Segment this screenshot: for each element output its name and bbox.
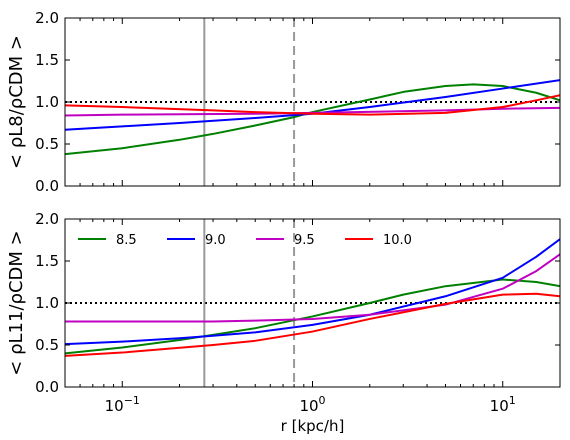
series-line-1 xyxy=(65,79,560,131)
y-tick-label: 0.5 xyxy=(35,135,59,153)
x-tick-base: 10 xyxy=(105,397,124,415)
legend-label-3: 10.0 xyxy=(383,233,412,248)
x-tick-exponent: −1 xyxy=(124,394,140,407)
x-tick-base: 10 xyxy=(299,397,318,415)
x-tick-exponent: 0 xyxy=(319,394,326,407)
x-tick-label: 101 xyxy=(490,394,516,415)
y-axis-label: < ρL8/ρCDM > xyxy=(6,35,27,169)
plot-area xyxy=(65,219,560,387)
series-line-2 xyxy=(65,253,560,323)
y-tick-label: 0.0 xyxy=(35,177,59,195)
series-line-0 xyxy=(65,83,560,156)
y-tick-label: 1.0 xyxy=(35,294,59,312)
y-axis-label: < ρL11/ρCDM > xyxy=(6,230,27,375)
legend-label-0: 8.5 xyxy=(116,233,137,248)
series-line-3 xyxy=(65,292,560,357)
x-tick-exponent: 1 xyxy=(509,394,516,407)
top-panel: 0.0 0.5 1.0 1.5 2.0 < ρL8/ρCDM > xyxy=(6,9,561,195)
y-tick-label: 0.0 xyxy=(35,378,59,396)
y-tick-label: 2.0 xyxy=(35,210,59,228)
series-line-0 xyxy=(65,278,560,355)
legend-label-2: 9.5 xyxy=(294,233,315,248)
y-tick-label: 2.0 xyxy=(35,9,59,27)
legend-label-1: 9.0 xyxy=(205,233,226,248)
y-tick-label: 1.0 xyxy=(35,93,59,111)
x-tick-label: 10−1 xyxy=(105,394,140,415)
plot-area xyxy=(65,18,560,186)
series-line-3 xyxy=(65,94,560,116)
x-tick-label: 100 xyxy=(299,394,325,415)
y-tick-label: 1.5 xyxy=(35,252,59,270)
x-axis-label: r [kpc/h] xyxy=(281,417,345,435)
x-tick-base: 10 xyxy=(490,397,509,415)
series-line-1 xyxy=(65,238,560,346)
y-tick-label: 1.5 xyxy=(35,51,59,69)
y-tick-label: 0.5 xyxy=(35,336,59,354)
